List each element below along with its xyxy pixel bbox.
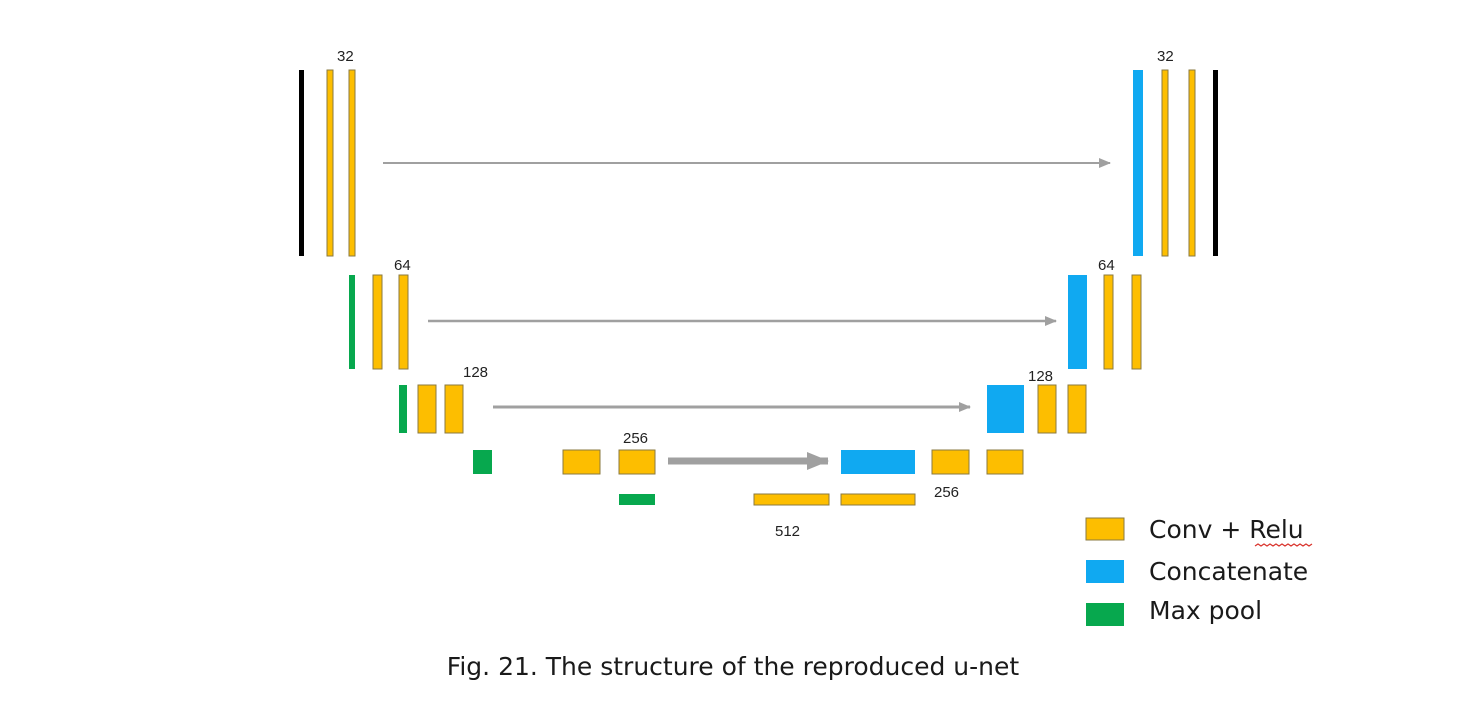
legend-item-max-pool: Max pool	[1086, 596, 1262, 626]
output-block	[1213, 70, 1218, 256]
encoder-level-3: 128	[399, 364, 488, 434]
max-pool-block	[399, 385, 407, 433]
dim-label-dec-3: 128	[1028, 368, 1053, 385]
figure-caption: Fig. 21. The structure of the reproduced…	[446, 652, 1020, 681]
conv-relu-block	[1131, 274, 1142, 370]
conv-relu-block	[372, 274, 383, 370]
skip-connections	[383, 158, 1111, 470]
encoder-level-1: 32	[299, 48, 356, 257]
encoder-level-2: 64	[349, 257, 411, 370]
conv-relu-block	[1067, 384, 1087, 434]
dim-label-dec-2: 64	[1098, 257, 1115, 274]
decoder-level-4: 256	[841, 449, 1024, 501]
conv-relu-block	[986, 449, 1024, 475]
conv-relu-block	[840, 493, 916, 506]
dim-label-enc-3: 128	[463, 364, 488, 381]
dim-label-dec-4: 256	[934, 484, 959, 501]
max-pool-block	[473, 450, 492, 474]
dim-label-enc-2: 64	[394, 257, 411, 274]
dim-label-dec-1: 32	[1157, 48, 1174, 65]
bottleneck: 512	[619, 493, 916, 540]
dim-label-enc-4: 256	[623, 430, 648, 447]
dim-label-enc-1: 32	[337, 48, 354, 65]
spellcheck-underline	[1254, 543, 1313, 547]
conv-relu-block	[398, 274, 409, 370]
conv-relu-block	[444, 384, 464, 434]
legend-label-concatenate: Concatenate	[1149, 557, 1308, 586]
conv-relu-block	[417, 384, 437, 434]
encoder-level-4: 256	[473, 430, 656, 475]
input-block	[299, 70, 304, 256]
decoder-level-3: 128	[987, 368, 1087, 434]
legend-item-concatenate: Concatenate	[1086, 557, 1308, 586]
legend: Conv + Relu Concatenate Max pool	[1085, 515, 1313, 626]
conv-relu-block	[931, 449, 970, 475]
conv-relu-block	[326, 69, 334, 257]
max-pool-block	[619, 494, 655, 505]
conv-relu-block	[562, 449, 601, 475]
legend-item-conv-relu: Conv + Relu	[1085, 515, 1313, 547]
dim-label-bottleneck: 512	[775, 523, 800, 540]
concatenate-swatch	[1086, 560, 1124, 583]
conv-relu-block	[348, 69, 356, 257]
concatenate-block	[1133, 70, 1143, 256]
conv-relu-block	[753, 493, 830, 506]
conv-relu-block	[1161, 69, 1169, 257]
conv-relu-block	[1188, 69, 1196, 257]
legend-label-max-pool: Max pool	[1149, 596, 1262, 625]
concatenate-block	[1068, 275, 1087, 369]
conv-relu-block	[1037, 384, 1057, 434]
max-pool-block	[349, 275, 355, 369]
conv-relu-block	[1103, 274, 1114, 370]
max-pool-swatch	[1086, 603, 1124, 626]
decoder-level-2: 64	[1068, 257, 1142, 370]
legend-label-conv-relu: Conv + Relu	[1149, 515, 1304, 544]
conv-relu-swatch	[1085, 517, 1125, 541]
decoder-level-1: 32	[1133, 48, 1218, 257]
conv-relu-block	[618, 449, 656, 475]
concatenate-block	[841, 450, 915, 474]
concatenate-block	[987, 385, 1024, 433]
